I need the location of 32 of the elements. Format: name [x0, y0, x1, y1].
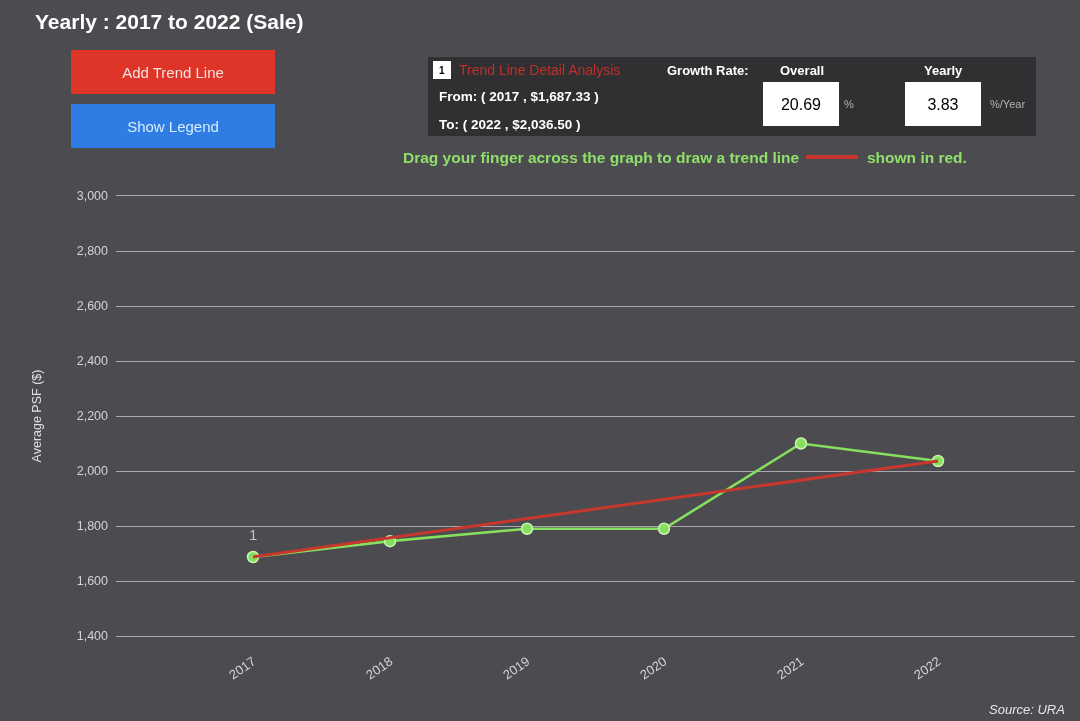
point [657, 522, 671, 535]
y-tick-label: 2,600 [76, 299, 109, 314]
text: Add Trend Line [122, 63, 224, 81]
y-axis-title: Average PSF ($) [29, 369, 44, 463]
y-tick-label: 2,400 [76, 354, 109, 369]
x-tick-label: 2021 [774, 653, 807, 683]
y-tick-label: 2,800 [76, 244, 109, 259]
text: Show Legend [127, 117, 219, 135]
point [794, 437, 808, 450]
point [520, 522, 534, 535]
text: %/Year [990, 98, 1026, 110]
text: 20.69 [780, 95, 822, 113]
text: From: ( 2017 , $1,687.33 ) [439, 89, 599, 104]
y-tick-label: 1,400 [76, 629, 109, 644]
text: shown in red. [867, 149, 967, 166]
text: To: ( 2022 , $2,036.50 ) [439, 117, 581, 132]
text: 3.83 [927, 95, 959, 113]
text: Drag your finger across the graph to draw a trend line [403, 149, 800, 166]
source-note: Source: URA [989, 702, 1065, 717]
y-tick-label: 3,000 [76, 189, 109, 204]
text: 1 [439, 64, 445, 76]
annotation: 1 [249, 526, 258, 543]
text: Trend Line Detail Analysis [459, 62, 621, 78]
y-tick-label: 2,000 [76, 464, 109, 479]
y-tick-label: 1,800 [76, 519, 109, 534]
text: Overall [780, 63, 825, 78]
text: Yearly [924, 63, 964, 78]
y-tick-label: 1,600 [76, 574, 109, 589]
text: % [844, 98, 854, 110]
y-tick-label: 2,200 [76, 409, 109, 424]
chart-title: Yearly : 2017 to 2022 (Sale) [35, 10, 304, 34]
text: Growth Rate: [667, 63, 749, 78]
